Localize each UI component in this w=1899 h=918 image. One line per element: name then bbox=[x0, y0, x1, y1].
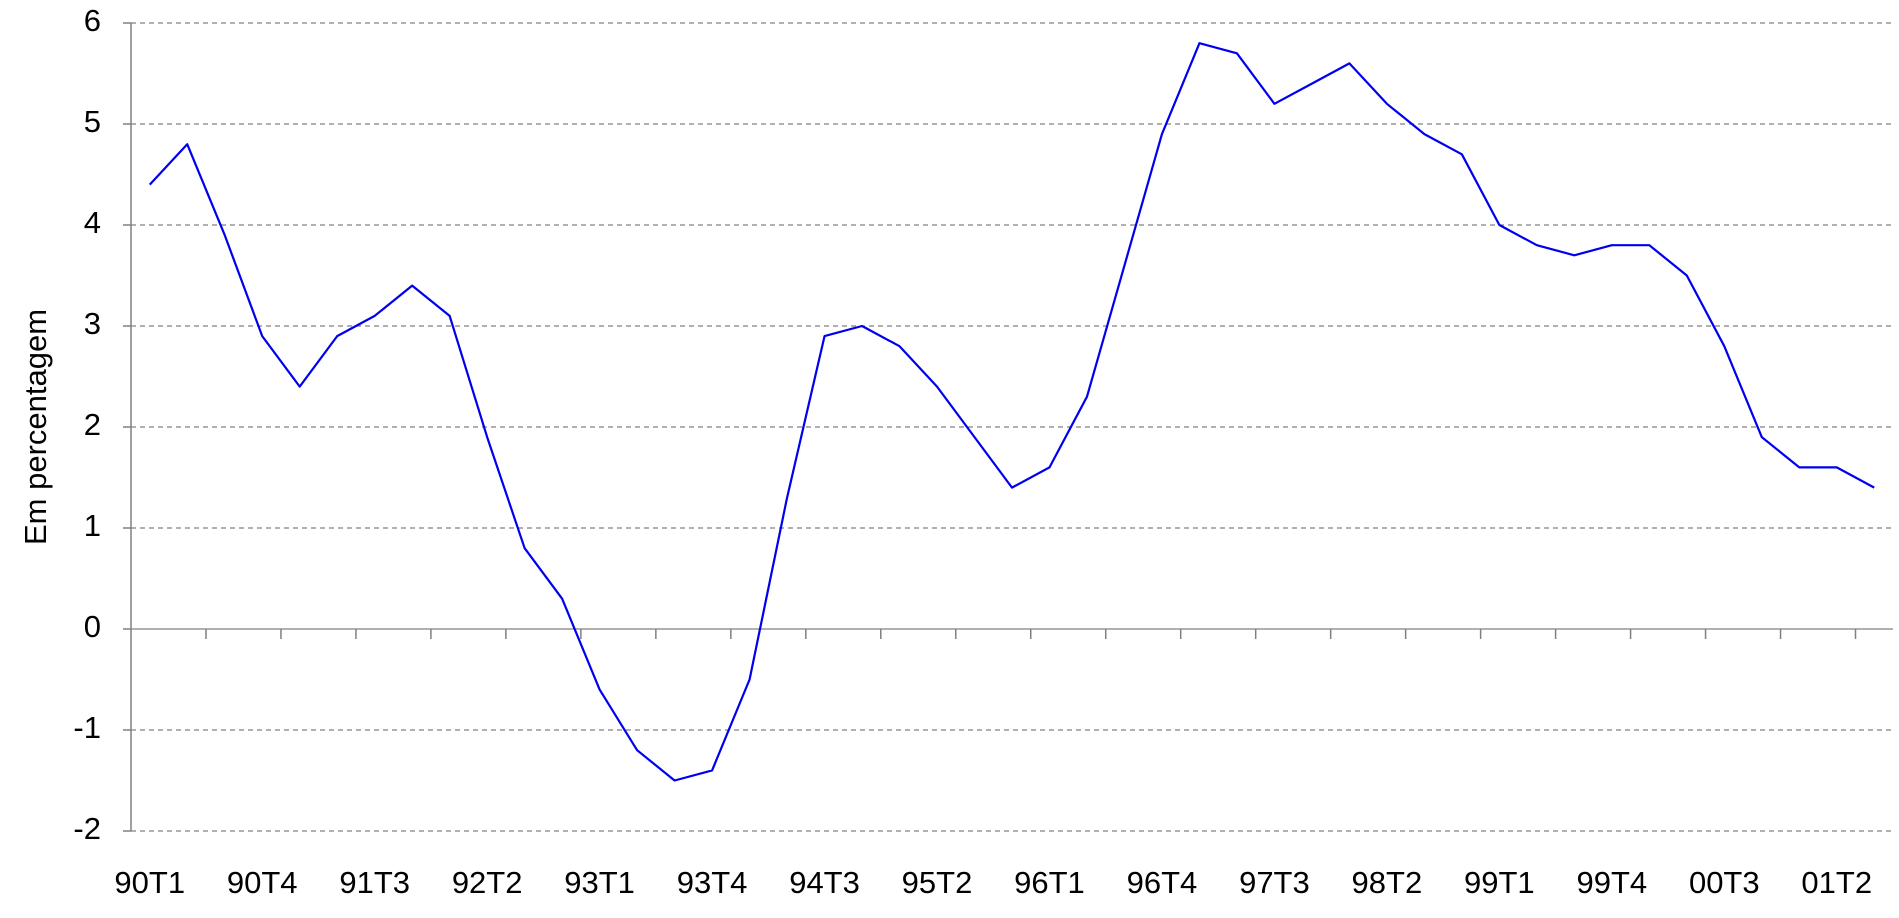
x-tick-label: 90T4 bbox=[227, 865, 298, 900]
y-tick-label: -1 bbox=[73, 710, 101, 745]
x-tick-label: 99T1 bbox=[1464, 865, 1535, 900]
y-tick-label: 6 bbox=[84, 3, 101, 38]
x-tick-label: 96T1 bbox=[1014, 865, 1085, 900]
x-tick-label: 99T4 bbox=[1576, 865, 1647, 900]
x-tick-label: 94T3 bbox=[789, 865, 860, 900]
x-tick-label: 96T4 bbox=[1127, 865, 1198, 900]
x-tick-label: 92T2 bbox=[452, 865, 523, 900]
x-tick-label: 91T3 bbox=[339, 865, 410, 900]
y-tick-label: 2 bbox=[84, 407, 101, 442]
x-tick-label: 01T2 bbox=[1801, 865, 1872, 900]
y-tick-label: -2 bbox=[73, 811, 101, 846]
y-tick-label: 0 bbox=[84, 609, 101, 644]
y-tick-label: 1 bbox=[84, 508, 101, 543]
x-tick-label: 95T2 bbox=[902, 865, 973, 900]
x-tick-label: 93T1 bbox=[564, 865, 635, 900]
data-line bbox=[148, 42, 1875, 782]
x-tick-label: 98T2 bbox=[1352, 865, 1423, 900]
x-tick-label: 90T1 bbox=[114, 865, 185, 900]
y-axis-label: Em percentagem bbox=[18, 309, 53, 545]
x-tick-label: 00T3 bbox=[1689, 865, 1760, 900]
x-tick-label: 97T3 bbox=[1239, 865, 1310, 900]
y-tick-label: 4 bbox=[84, 205, 101, 240]
y-tick-label: 5 bbox=[84, 104, 101, 139]
y-tick-label: 3 bbox=[84, 306, 101, 341]
x-tick-label: 93T4 bbox=[677, 865, 748, 900]
